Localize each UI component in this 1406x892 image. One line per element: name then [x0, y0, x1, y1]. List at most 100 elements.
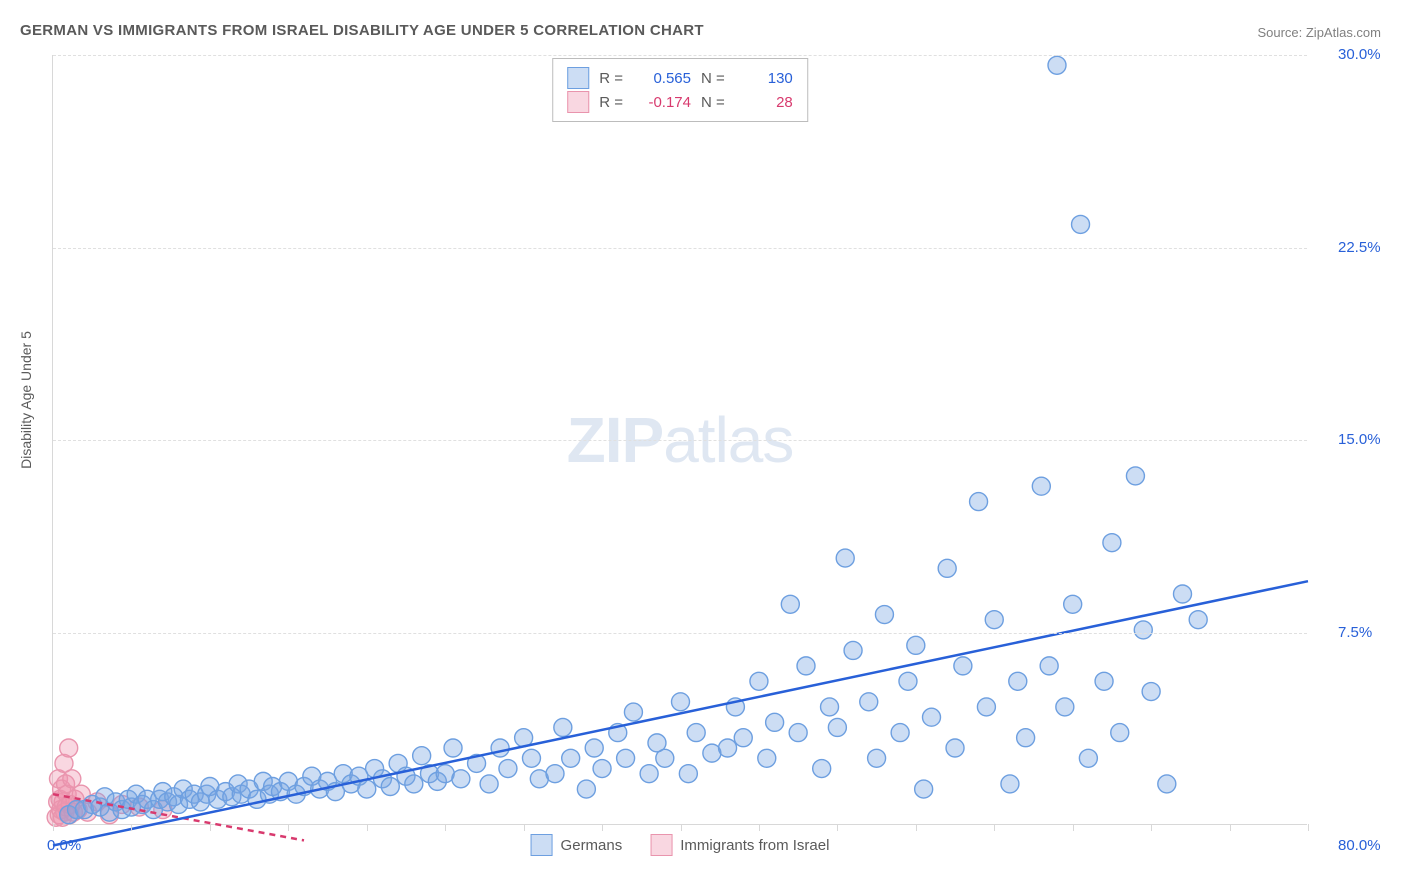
x-tick [53, 824, 54, 831]
x-tick [916, 824, 917, 831]
x-tick [131, 824, 132, 831]
point-germans [1079, 749, 1097, 767]
point-germans [1126, 467, 1144, 485]
x-tick [210, 824, 211, 831]
point-germans [844, 641, 862, 659]
y-tick-label: 7.5% [1338, 624, 1372, 641]
source-link[interactable]: ZipAtlas.com [1306, 25, 1381, 40]
point-germans [821, 698, 839, 716]
point-germans [679, 765, 697, 783]
point-germans [954, 657, 972, 675]
point-germans [444, 739, 462, 757]
x-tick [994, 824, 995, 831]
point-germans [766, 713, 784, 731]
gridline-h [53, 440, 1307, 441]
point-germans [562, 749, 580, 767]
point-germans [1064, 595, 1082, 613]
point-germans [593, 760, 611, 778]
point-germans [758, 749, 776, 767]
point-germans [781, 595, 799, 613]
point-germans [687, 724, 705, 742]
point-germans [522, 749, 540, 767]
point-germans [577, 780, 595, 798]
point-germans [640, 765, 658, 783]
x-start-label: 0.0% [47, 837, 81, 854]
x-tick [602, 824, 603, 831]
point-germans [734, 729, 752, 747]
plot-area: ZIPatlas R = 0.565 N = 130 R = -0.174 N … [52, 55, 1307, 825]
point-germans [719, 739, 737, 757]
legend-series: Germans Immigrants from Israel [531, 834, 830, 856]
point-germans [970, 493, 988, 511]
x-tick [1151, 824, 1152, 831]
point-germans [1142, 683, 1160, 701]
point-germans [1189, 611, 1207, 629]
point-germans [750, 672, 768, 690]
swatch-germans-bottom [531, 834, 553, 856]
y-tick-label: 30.0% [1338, 46, 1381, 63]
point-germans [1032, 477, 1050, 495]
point-germans [452, 770, 470, 788]
point-germans [672, 693, 690, 711]
point-germans [585, 739, 603, 757]
point-germans [923, 708, 941, 726]
y-tick-label: 22.5% [1338, 239, 1381, 256]
point-germans [554, 718, 572, 736]
gridline-h [53, 55, 1307, 56]
gridline-h [53, 248, 1307, 249]
legend-label-germans: Germans [561, 837, 623, 854]
x-end-label: 80.0% [1338, 837, 1381, 854]
point-germans [1072, 215, 1090, 233]
x-tick [367, 824, 368, 831]
point-germans [1001, 775, 1019, 793]
point-germans [381, 778, 399, 796]
point-germans [1017, 729, 1035, 747]
point-germans [1009, 672, 1027, 690]
point-germans [413, 747, 431, 765]
point-germans [1158, 775, 1176, 793]
x-tick [1073, 824, 1074, 831]
x-tick [1308, 824, 1309, 831]
point-germans [1095, 672, 1113, 690]
x-tick [524, 824, 525, 831]
point-germans [1174, 585, 1192, 603]
x-tick [1230, 824, 1231, 831]
point-germans [828, 718, 846, 736]
point-germans [915, 780, 933, 798]
point-germans [480, 775, 498, 793]
gridline-h [53, 633, 1307, 634]
point-germans [1056, 698, 1074, 716]
point-germans [617, 749, 635, 767]
chart-title: GERMAN VS IMMIGRANTS FROM ISRAEL DISABIL… [20, 22, 704, 39]
point-germans [1048, 56, 1066, 74]
point-germans [836, 549, 854, 567]
source-attribution: Source: ZipAtlas.com [1257, 25, 1381, 40]
point-germans [1103, 534, 1121, 552]
point-germans [985, 611, 1003, 629]
y-axis-label: Disability Age Under 5 [18, 331, 34, 469]
point-germans [797, 657, 815, 675]
point-germans [891, 724, 909, 742]
point-germans [656, 749, 674, 767]
legend-label-israel: Immigrants from Israel [680, 837, 829, 854]
point-germans [1134, 621, 1152, 639]
point-germans [938, 559, 956, 577]
point-germans [907, 636, 925, 654]
point-germans [1111, 724, 1129, 742]
point-germans [899, 672, 917, 690]
x-tick [759, 824, 760, 831]
legend-item-israel: Immigrants from Israel [650, 834, 829, 856]
x-tick [837, 824, 838, 831]
x-tick [445, 824, 446, 831]
point-germans [868, 749, 886, 767]
legend-item-germans: Germans [531, 834, 623, 856]
point-germans [977, 698, 995, 716]
x-tick [681, 824, 682, 831]
point-germans [1040, 657, 1058, 675]
point-germans [624, 703, 642, 721]
point-germans [946, 739, 964, 757]
point-germans [491, 739, 509, 757]
swatch-israel-bottom [650, 834, 672, 856]
point-germans [813, 760, 831, 778]
point-germans [358, 780, 376, 798]
